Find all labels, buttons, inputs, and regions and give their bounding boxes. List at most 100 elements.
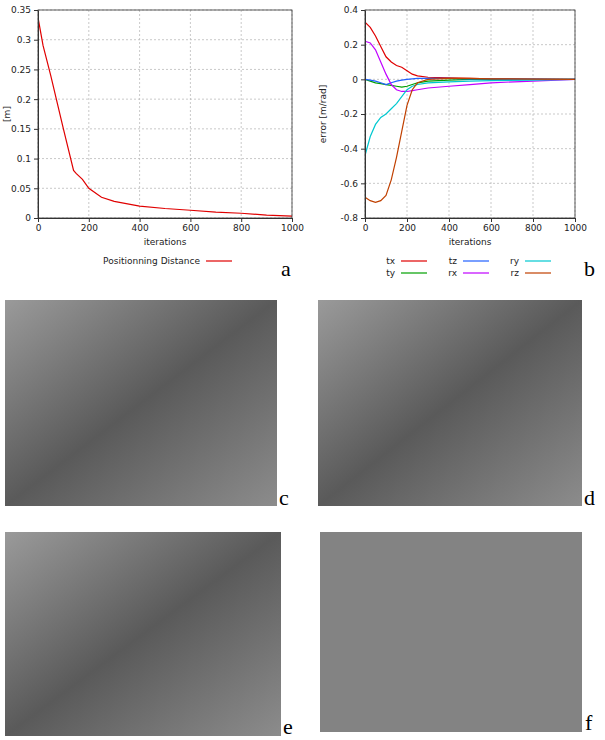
grid-line bbox=[38, 128, 292, 129]
tick-mark bbox=[89, 218, 90, 222]
image bbox=[5, 532, 281, 736]
tick-mark bbox=[361, 45, 365, 46]
tick-label: 200 bbox=[81, 223, 98, 233]
legend-label: rx bbox=[448, 268, 457, 278]
grid-line bbox=[38, 99, 292, 100]
image bbox=[320, 532, 582, 732]
legend-swatch bbox=[401, 272, 427, 273]
legend-swatch bbox=[463, 260, 489, 261]
y-tick: 0.4 bbox=[344, 5, 365, 15]
legend: txtytzrxryrz bbox=[386, 256, 551, 278]
x-axis-title: iterations bbox=[144, 237, 187, 247]
tick-label: 0.3 bbox=[17, 35, 31, 45]
chart: 02004006008001000-0.8-0.6-0.4-0.200.20.4… bbox=[318, 5, 595, 281]
tick-label: 600 bbox=[483, 223, 500, 233]
grid bbox=[365, 10, 575, 218]
y-tick: 0.1 bbox=[17, 154, 38, 164]
panel-letter: c bbox=[279, 485, 289, 510]
grid-line bbox=[139, 10, 140, 218]
tick-mark bbox=[361, 79, 365, 80]
panel-letter: b bbox=[584, 256, 595, 281]
tick-label: 0.1 bbox=[17, 154, 31, 164]
tick-mark bbox=[34, 69, 38, 70]
plot-area bbox=[38, 19, 292, 218]
y-tick: -0.8 bbox=[340, 213, 365, 223]
y-tick: -0.6 bbox=[340, 179, 365, 189]
figure: 0 200 400 600 800 1000 0 0.05 0.1 0.15 0.2 0.25 0.3 0… bbox=[0, 0, 605, 740]
y-axis: 00.050.10.150.20.250.30.35 bbox=[11, 5, 39, 223]
x-axis: 02004006008001000 bbox=[36, 218, 305, 233]
tick-label: -0.8 bbox=[340, 213, 358, 223]
grid-line bbox=[241, 10, 242, 218]
y-tick: 0.25 bbox=[11, 65, 38, 75]
y-tick: 0.05 bbox=[11, 184, 38, 194]
tick-mark bbox=[361, 114, 365, 115]
plot-area bbox=[365, 22, 575, 202]
legend-label: ry bbox=[510, 256, 520, 266]
y-tick: 0.2 bbox=[17, 95, 38, 105]
legend-label: tz bbox=[449, 256, 458, 266]
x-tick: 0 bbox=[363, 218, 369, 233]
tick-label: 800 bbox=[525, 223, 542, 233]
tick-label: 0 bbox=[36, 223, 42, 233]
tick-label: 0.2 bbox=[17, 95, 31, 105]
tick-label: 400 bbox=[132, 223, 149, 233]
tick-mark bbox=[34, 129, 38, 130]
grid-line bbox=[365, 148, 575, 149]
x-tick: 1000 bbox=[281, 218, 304, 233]
image bbox=[5, 300, 277, 506]
y-tick: 0.35 bbox=[11, 5, 38, 15]
frame bbox=[38, 10, 292, 218]
image-panel: f bbox=[320, 532, 593, 735]
tick-label: 0.25 bbox=[11, 65, 31, 75]
x-tick: 1000 bbox=[564, 218, 587, 233]
x-tick: 600 bbox=[483, 218, 500, 233]
series-line bbox=[365, 79, 575, 155]
tick-mark bbox=[34, 40, 38, 41]
x-axis-title: iterations bbox=[449, 237, 492, 247]
y-axis-title: error [m/rad] bbox=[318, 85, 328, 143]
tick-label: 0.15 bbox=[11, 124, 31, 134]
grid-line bbox=[365, 44, 575, 45]
x-tick: 800 bbox=[233, 218, 250, 233]
grid-line bbox=[38, 188, 292, 189]
tick-label: 400 bbox=[441, 223, 458, 233]
tick-label: 1000 bbox=[564, 223, 587, 233]
legend-swatch bbox=[206, 260, 232, 261]
series-line bbox=[365, 41, 575, 91]
grid-line bbox=[190, 10, 191, 218]
x-axis: 0 200 400 600 800 1000 bbox=[363, 218, 588, 233]
x-tick: 0 bbox=[36, 218, 42, 233]
tick-label: 0 bbox=[363, 223, 369, 233]
tick-mark bbox=[292, 218, 293, 222]
grid-line bbox=[38, 39, 292, 40]
tick-label: 0.4 bbox=[344, 5, 359, 15]
tick-label: 800 bbox=[233, 223, 250, 233]
legend-swatch bbox=[401, 260, 427, 261]
tick-label: 0.05 bbox=[11, 184, 31, 194]
y-tick: -0.2 bbox=[340, 109, 365, 119]
tick-label: 0.35 bbox=[11, 5, 31, 15]
y-tick: 0.3 bbox=[17, 35, 38, 45]
tick-mark bbox=[34, 99, 38, 100]
tick-mark bbox=[34, 188, 38, 189]
tick-mark bbox=[361, 183, 365, 184]
grid-line bbox=[365, 183, 575, 184]
image bbox=[318, 300, 582, 506]
legend-label: ty bbox=[386, 268, 396, 278]
frame bbox=[365, 10, 575, 218]
panel-letter: a bbox=[281, 256, 291, 281]
image-panel: d bbox=[318, 300, 595, 510]
tick-mark bbox=[407, 218, 408, 222]
grid-line bbox=[365, 114, 575, 115]
axis-line bbox=[366, 218, 576, 219]
tick-mark bbox=[361, 149, 365, 150]
tick-mark bbox=[361, 10, 365, 11]
tick-label: 200 bbox=[399, 223, 416, 233]
legend-label: rz bbox=[511, 268, 520, 278]
tick-mark bbox=[34, 218, 38, 219]
tick-mark bbox=[34, 10, 38, 11]
x-tick: 400 bbox=[441, 218, 458, 233]
tick-label: -0.6 bbox=[340, 179, 358, 189]
x-tick: 200 bbox=[399, 218, 416, 233]
